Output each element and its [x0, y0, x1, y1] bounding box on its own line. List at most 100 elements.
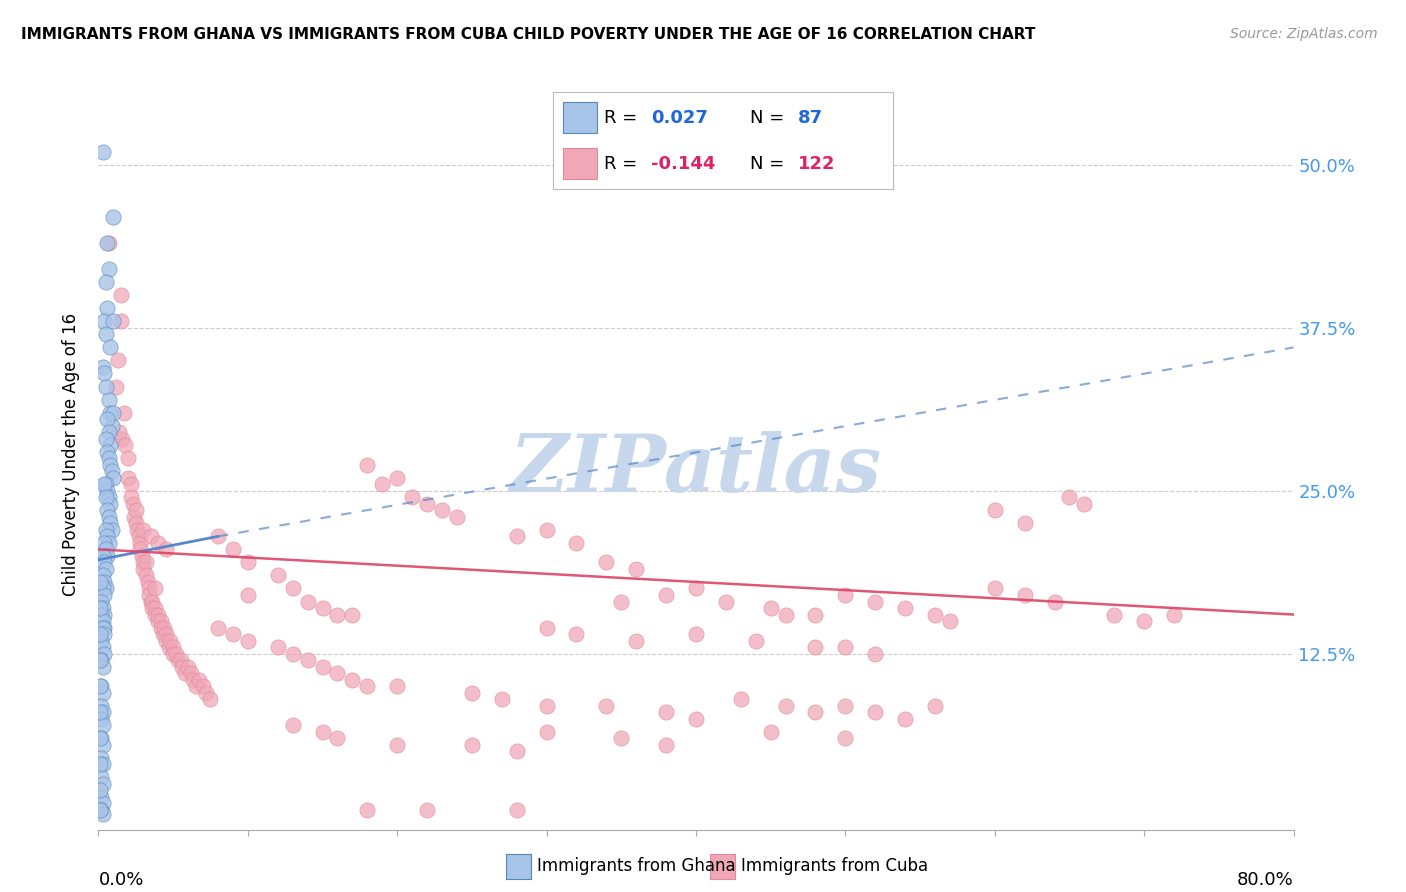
Point	[311, 601, 333, 615]
Point	[93, 588, 115, 602]
Point	[117, 471, 139, 485]
Point	[342, 673, 364, 687]
Point	[166, 653, 188, 667]
Point	[804, 607, 827, 622]
Point	[96, 412, 118, 426]
Point	[91, 640, 114, 654]
Point	[159, 633, 181, 648]
Point	[110, 314, 132, 328]
Point	[110, 288, 132, 302]
Point	[236, 588, 259, 602]
Point	[90, 698, 112, 713]
Point	[461, 686, 484, 700]
Point	[94, 379, 117, 393]
Point	[267, 640, 290, 654]
Point	[132, 556, 155, 570]
Point	[125, 516, 148, 531]
Point	[655, 738, 678, 752]
Point	[655, 706, 678, 720]
Point	[97, 490, 120, 504]
Point	[93, 621, 115, 635]
Point	[98, 497, 122, 511]
Text: Source: ZipAtlas.com: Source: ZipAtlas.com	[1230, 27, 1378, 41]
Point	[150, 614, 173, 628]
Point	[155, 633, 177, 648]
Text: 80.0%: 80.0%	[1237, 871, 1294, 888]
Point	[491, 692, 513, 706]
Point	[1163, 607, 1185, 622]
Point	[127, 523, 149, 537]
Point	[536, 698, 558, 713]
Point	[98, 458, 122, 472]
Point	[356, 803, 378, 817]
Point	[89, 731, 111, 746]
Point	[924, 607, 946, 622]
Point	[94, 562, 117, 576]
Point	[236, 633, 259, 648]
Point	[89, 706, 111, 720]
Point	[89, 757, 111, 772]
Point	[730, 692, 752, 706]
Point	[132, 523, 155, 537]
Point	[143, 607, 166, 622]
Point	[191, 679, 214, 693]
Point	[101, 523, 124, 537]
Point	[894, 601, 917, 615]
Point	[131, 549, 153, 563]
Point	[148, 614, 170, 628]
Point	[136, 574, 159, 589]
Point	[536, 724, 558, 739]
Point	[120, 477, 142, 491]
Point	[141, 601, 163, 615]
Point	[96, 444, 118, 458]
Point	[98, 406, 122, 420]
Point	[184, 679, 207, 693]
Point	[89, 601, 111, 615]
Point	[103, 471, 125, 485]
Point	[97, 509, 120, 524]
Point	[267, 568, 290, 582]
Point	[90, 789, 112, 804]
Point	[565, 536, 588, 550]
Point	[155, 542, 177, 557]
Point	[311, 724, 333, 739]
Point	[924, 698, 946, 713]
Point	[117, 451, 139, 466]
Point	[93, 556, 115, 570]
Point	[90, 633, 112, 648]
Point	[984, 503, 1007, 517]
Point	[371, 477, 394, 491]
Point	[129, 536, 152, 550]
Point	[93, 314, 115, 328]
Point	[1043, 594, 1066, 608]
Point	[356, 679, 378, 693]
Point	[187, 673, 209, 687]
Point	[356, 458, 378, 472]
Point	[90, 751, 112, 765]
Point	[281, 582, 304, 596]
Point	[1014, 516, 1036, 531]
Point	[91, 797, 114, 811]
Point	[90, 653, 112, 667]
Point	[169, 653, 191, 667]
Point	[759, 724, 782, 739]
Point	[775, 698, 797, 713]
Point	[91, 145, 114, 159]
Point	[96, 483, 118, 498]
Point	[1059, 490, 1081, 504]
Point	[759, 601, 782, 615]
Point	[326, 666, 349, 681]
Point	[153, 621, 176, 635]
Text: 0.0%: 0.0%	[98, 871, 143, 888]
Point	[148, 536, 170, 550]
Point	[97, 392, 120, 407]
Point	[107, 353, 129, 368]
Point	[326, 731, 349, 746]
Text: Immigrants from Ghana: Immigrants from Ghana	[537, 857, 735, 875]
Point	[685, 712, 707, 726]
Point	[139, 594, 162, 608]
Text: IMMIGRANTS FROM GHANA VS IMMIGRANTS FROM CUBA CHILD POVERTY UNDER THE AGE OF 16 : IMMIGRANTS FROM GHANA VS IMMIGRANTS FROM…	[21, 27, 1035, 42]
Point	[97, 425, 120, 439]
Point	[91, 621, 114, 635]
Point	[281, 647, 304, 661]
